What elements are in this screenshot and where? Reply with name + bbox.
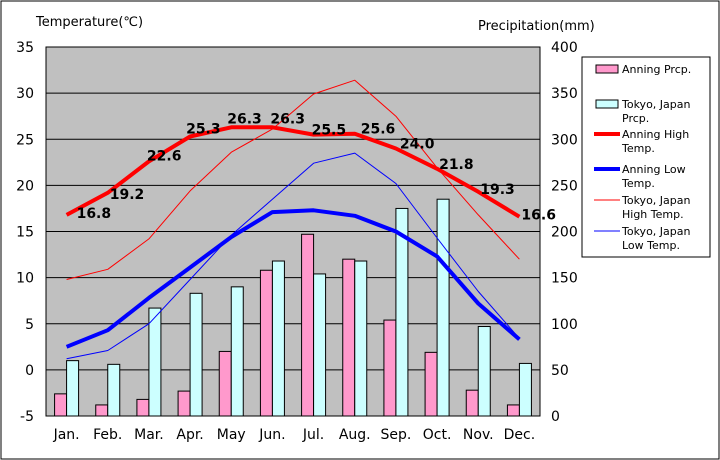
left-tick-label: 25 bbox=[16, 132, 34, 148]
x-tick-label: Dec. bbox=[504, 427, 536, 443]
legend-label: Low Temp. bbox=[622, 239, 680, 252]
left-tick-label: 15 bbox=[16, 225, 34, 241]
bar bbox=[259, 269, 273, 417]
right-tick-label: 400 bbox=[551, 40, 578, 56]
legend-swatch bbox=[595, 99, 619, 109]
x-tick-label: Nov. bbox=[463, 427, 494, 443]
data-label: 21.8 bbox=[439, 157, 474, 173]
right-axis-title: Precipitation(mm) bbox=[478, 19, 595, 34]
right-axis-ticks: 400 350 300 250 200 150 100 50 0 bbox=[551, 40, 578, 425]
legend-label: Tokyo, Japan bbox=[621, 98, 690, 111]
bar bbox=[342, 258, 356, 417]
right-tick-label: 250 bbox=[551, 178, 578, 194]
data-label: 16.8 bbox=[77, 206, 112, 222]
legend-box bbox=[581, 56, 711, 258]
right-tick-label: 100 bbox=[551, 317, 578, 333]
data-label: 26.3 bbox=[270, 111, 305, 127]
bars bbox=[54, 198, 532, 417]
bar bbox=[395, 207, 409, 417]
x-tick-label: Feb. bbox=[93, 427, 122, 443]
left-tick-label: 0 bbox=[25, 363, 34, 379]
bar bbox=[271, 260, 285, 417]
legend-label: Anning Low bbox=[622, 163, 686, 176]
legend-label: High Temp. bbox=[622, 208, 684, 221]
legend-label: Temp. bbox=[621, 142, 655, 155]
bar bbox=[424, 351, 438, 417]
x-tick-label: Oct. bbox=[423, 427, 452, 443]
x-tick-label: Jul. bbox=[302, 427, 324, 443]
series-line bbox=[66, 79, 520, 280]
bar bbox=[218, 350, 232, 417]
left-tick-label: 20 bbox=[16, 178, 34, 194]
legend-label: Temp. bbox=[621, 177, 655, 190]
bar bbox=[54, 393, 68, 417]
right-tick-label: 350 bbox=[551, 86, 578, 102]
legend-label: Prcp. bbox=[622, 112, 649, 125]
left-axis-title: Temperature(℃) bbox=[35, 15, 143, 30]
legend-swatch bbox=[595, 64, 619, 74]
data-label: 22.6 bbox=[147, 148, 182, 164]
series-line bbox=[66, 152, 520, 360]
x-tick-label: Sep. bbox=[380, 427, 411, 443]
x-tick-label: Mar. bbox=[134, 427, 164, 443]
bar bbox=[189, 292, 203, 417]
bar bbox=[66, 360, 80, 417]
bar bbox=[313, 273, 327, 417]
lines bbox=[65, 79, 521, 360]
x-tick-label: May bbox=[217, 427, 246, 443]
bar bbox=[230, 286, 244, 417]
left-tick-label: 5 bbox=[25, 317, 34, 333]
bar bbox=[383, 319, 397, 417]
bar bbox=[477, 326, 491, 417]
data-label: 16.6 bbox=[521, 208, 556, 224]
left-tick-label: -5 bbox=[20, 409, 34, 425]
right-tick-label: 300 bbox=[551, 132, 578, 148]
data-labels: 16.8 19.2 22.625.3 26.3 26.3 25.5 25.624.021.8… bbox=[77, 111, 556, 223]
left-axis-ticks: 35 30 25 20 15 10 5 0 -5 bbox=[16, 40, 34, 425]
left-tick-label: 10 bbox=[16, 271, 34, 287]
bar bbox=[136, 398, 150, 417]
bar bbox=[354, 260, 368, 417]
bar bbox=[436, 198, 450, 417]
bar bbox=[95, 404, 109, 417]
right-tick-label: 150 bbox=[551, 271, 578, 287]
data-label: 25.5 bbox=[312, 123, 347, 139]
data-label: 25.6 bbox=[361, 122, 396, 138]
series-line bbox=[65, 125, 521, 219]
bar bbox=[506, 404, 520, 417]
series-line bbox=[65, 208, 521, 349]
legend-label: Anning High bbox=[622, 128, 689, 141]
x-tick-label: Jun. bbox=[258, 427, 285, 443]
data-label: 24.0 bbox=[400, 136, 435, 152]
bar bbox=[177, 390, 191, 417]
data-label: 19.3 bbox=[480, 182, 515, 198]
bar bbox=[465, 389, 479, 417]
right-tick-label: 0 bbox=[551, 409, 560, 425]
x-tick-label: Aug. bbox=[339, 427, 371, 443]
data-label: 25.3 bbox=[186, 121, 221, 137]
x-tick-label: Apr. bbox=[176, 427, 203, 443]
left-tick-label: 30 bbox=[16, 86, 34, 102]
data-label: 19.2 bbox=[110, 187, 145, 203]
legend-label: Anning Prcp. bbox=[622, 63, 691, 76]
legend-label: Tokyo, Japan bbox=[621, 194, 690, 207]
legend-label: Tokyo, Japan bbox=[621, 225, 690, 238]
data-label: 26.3 bbox=[227, 111, 262, 127]
right-tick-label: 200 bbox=[551, 225, 578, 241]
x-tick-label: Jan. bbox=[53, 427, 80, 443]
bar bbox=[148, 307, 162, 417]
bar bbox=[301, 233, 315, 417]
left-tick-label: 35 bbox=[16, 40, 34, 56]
bar bbox=[518, 362, 532, 417]
x-axis-ticks: Jan. Feb. Mar. Apr. May Jun. Jul. Aug. Sep. Oct. N… bbox=[53, 427, 536, 443]
right-tick-label: 50 bbox=[551, 363, 569, 379]
bar bbox=[107, 363, 121, 417]
